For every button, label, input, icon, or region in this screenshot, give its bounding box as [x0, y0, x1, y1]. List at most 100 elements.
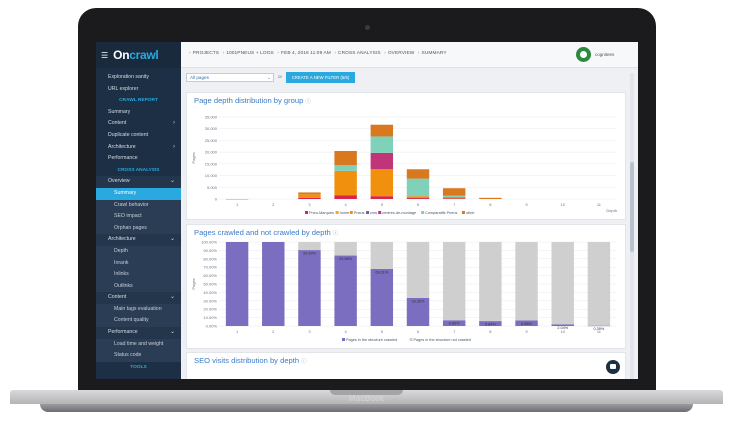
bar-segment	[406, 198, 430, 199]
data-label: 6.58%	[521, 322, 532, 326]
menu-icon[interactable]: ☰	[101, 50, 109, 60]
x-tick-label: 7	[453, 202, 456, 207]
chart-panel-crawled-by-depth: Pages crawled and not crawled by depth ⓘ …	[186, 224, 626, 349]
sidebar-item-content[interactable]: Content ›	[96, 118, 181, 130]
sidebar-item-performance[interactable]: Performance	[108, 155, 138, 162]
y-tick-label: 30,000	[205, 126, 218, 131]
x-tick-label: 5	[381, 329, 384, 334]
y-tick-label: 60.00%	[203, 273, 217, 278]
legend-swatch	[409, 338, 413, 341]
section-title-crawl-report: CRAWL REPORT	[119, 98, 158, 104]
sidebar-item-summary[interactable]: Summary	[108, 108, 131, 115]
bar-segment	[442, 198, 466, 199]
sidebar-sub-outlinks[interactable]: Outlinks	[96, 280, 181, 293]
sidebar-group-architecture[interactable]: Architecture ⌄	[96, 234, 181, 246]
x-tick-label: 4	[345, 329, 348, 334]
sidebar-sub-status-code[interactable]: Status code	[96, 350, 181, 362]
laptop-base	[10, 390, 723, 418]
x-tick-label: 8	[489, 202, 492, 207]
sidebar-sub-depth[interactable]: Depth	[96, 245, 181, 258]
x-tick-label: 7	[453, 329, 456, 334]
sidebar-item-url-explorer[interactable]: URL explorer	[108, 85, 139, 92]
sidebar: ☰ Oncrawl Exploration sanity URL explore…	[96, 42, 181, 379]
bar-segment	[298, 194, 321, 198]
user-name[interactable]: cognitees	[595, 52, 615, 57]
y-tick-label: 20,000	[205, 150, 218, 155]
x-tick-label: 6	[417, 202, 420, 207]
breadcrumb: › PROJECTS › 1001PNEUS + LOGS › FEB 4, 2016…	[187, 51, 447, 56]
bar-segment	[406, 242, 430, 298]
info-icon[interactable]: ⓘ	[332, 231, 339, 237]
sidebar-group-overview[interactable]: Overview ⌄	[96, 176, 181, 188]
chat-icon[interactable]	[606, 360, 620, 374]
y-tick-label: 0	[215, 197, 218, 202]
bar-segment	[334, 150, 357, 166]
sidebar-group-content[interactable]: Content ⌄	[96, 292, 181, 304]
breadcrumb-crawl-date[interactable]: FEB 4, 2016 11:09 AM	[280, 51, 331, 56]
bar-segment	[370, 124, 394, 137]
device-brand-label: MacBook	[348, 394, 385, 403]
create-filter-button[interactable]: CREATE A NEW FILTER (5/5)	[286, 72, 355, 83]
data-label: 0.39%	[594, 327, 605, 331]
sidebar-sub-orphan-pages[interactable]: Orphan pages	[96, 222, 181, 235]
bar-segment	[479, 321, 502, 326]
sidebar-sub-inrank[interactable]: Inrank	[96, 257, 181, 270]
chevron-down-icon: ⌄	[169, 294, 175, 301]
x-tick-label: 2	[272, 329, 275, 334]
sidebar-sub-main-tags[interactable]: Main tags evaluation	[96, 303, 181, 316]
sidebar-sub-crawl-behavior[interactable]: Crawl behavior	[96, 199, 181, 212]
x-tick-label: 11	[597, 329, 602, 334]
breadcrumb-project[interactable]: 1001PNEUS + LOGS	[226, 51, 274, 56]
y-tick-label: 100.00%	[201, 240, 217, 245]
info-icon[interactable]: ⓘ	[305, 99, 311, 105]
bar-segment	[406, 196, 430, 199]
sidebar-sub-seo-impact[interactable]: SEO impact	[96, 211, 181, 223]
breadcrumb-overview[interactable]: OVERVIEW	[387, 51, 415, 56]
sidebar-item-architecture[interactable]: Architecture ›	[96, 142, 181, 154]
chevron-right-icon: ›	[173, 143, 175, 150]
sidebar-sub-load-time[interactable]: Load time and weight	[96, 338, 181, 351]
avatar[interactable]	[576, 47, 591, 62]
chevron-right-icon: ›	[384, 51, 386, 56]
sidebar-group-performance[interactable]: Performance ⌄	[96, 327, 181, 339]
x-tick-label: 9	[525, 202, 528, 207]
x-tick-label: 9	[525, 329, 528, 334]
x-tick-label: 2	[272, 202, 275, 207]
sidebar-item-exploration-sanity[interactable]: Exploration sanity	[108, 74, 149, 80]
sidebar-sub-inlinks[interactable]: Inlinks	[96, 269, 181, 281]
bar-segment	[442, 195, 466, 197]
data-label: 83.88%	[339, 257, 353, 261]
data-label: 33.35%	[412, 299, 426, 303]
breadcrumb-projects[interactable]: PROJECTS	[192, 51, 220, 56]
bar-segment	[370, 242, 394, 269]
chevron-right-icon: ›	[189, 51, 191, 56]
bar-segment	[334, 195, 357, 199]
x-tick-label: 1	[236, 202, 239, 207]
legend-swatch	[421, 211, 425, 214]
sidebar-sub-content-quality[interactable]: Content quality	[96, 315, 181, 328]
y-tick-label: 5,000	[207, 185, 218, 190]
bar-segment	[515, 242, 538, 321]
section-title-cross-analysis: CROSS ANALYSIS	[117, 167, 160, 173]
bar-segment	[334, 242, 357, 256]
chevron-right-icon: ›	[277, 51, 279, 56]
sidebar-sub-summary[interactable]: Summary	[96, 187, 181, 200]
page-filter-select[interactable]: All pages ⌄	[186, 73, 274, 82]
bar-segment	[334, 165, 357, 171]
sidebar-item-duplicate-content[interactable]: Duplicate content	[108, 131, 149, 138]
x-tick-label: 11	[597, 202, 602, 207]
bar-segment	[551, 324, 574, 326]
app-logo[interactable]: Oncrawl	[113, 48, 159, 62]
legend-item: Pages in the structure crawled	[346, 338, 397, 342]
info-icon[interactable]: ⓘ	[301, 359, 307, 365]
chevron-down-icon: ⌄	[267, 75, 271, 80]
scrollbar-thumb[interactable]	[630, 162, 634, 252]
breadcrumb-summary: SUMMARY	[421, 51, 447, 56]
data-label: 6.89%	[449, 322, 460, 326]
top-bar: › PROJECTS › 1001PNEUS + LOGS › FEB 4, 2016…	[181, 42, 638, 68]
legend-item: cms	[370, 211, 377, 215]
chevron-right-icon: ›	[334, 51, 337, 56]
bar-segment	[298, 197, 321, 199]
bar-segment	[298, 242, 321, 251]
breadcrumb-cross-analysis[interactable]: CROSS ANALYSIS	[338, 51, 381, 56]
